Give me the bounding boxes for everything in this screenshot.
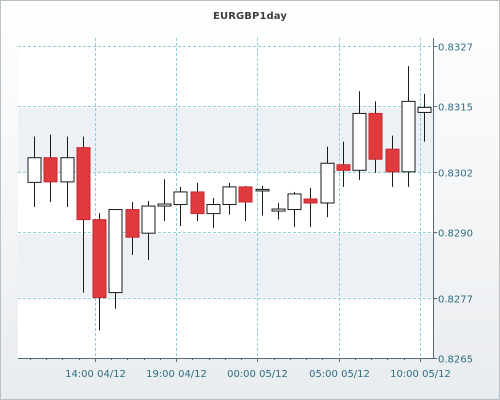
candle-body-bear xyxy=(385,148,400,173)
candle-body-bear xyxy=(92,219,107,299)
candle-body-bull xyxy=(417,106,432,113)
candle-body-bull xyxy=(157,203,172,207)
chart-title: EURGBP1day xyxy=(213,11,287,22)
candle-body-bull xyxy=(141,205,156,234)
candle-body-bear xyxy=(238,186,253,203)
candle-body-bear xyxy=(336,164,351,171)
candle-body-bull xyxy=(222,186,237,206)
x-tick-label: 00:00 05/12 xyxy=(227,369,288,380)
candle-body-bull xyxy=(206,204,221,215)
candle-body-bear xyxy=(303,198,318,204)
candle-body-bull xyxy=(108,209,123,294)
candle-body-bull xyxy=(255,188,270,192)
candle-body-bear xyxy=(43,157,58,183)
y-tick-label: 0.8315 xyxy=(438,103,473,114)
y-tick-label: 0.8265 xyxy=(438,355,473,366)
candle-body-bull xyxy=(287,193,302,211)
candle-body-bear xyxy=(190,191,205,215)
candle-body-bear xyxy=(76,147,91,221)
candle-body-bear xyxy=(368,112,383,160)
y-tick-label: 0.8302 xyxy=(438,169,473,180)
candle-body-bull xyxy=(60,157,75,183)
y-tick-label: 0.8327 xyxy=(438,43,473,54)
x-tick-label: 10:00 05/12 xyxy=(390,369,451,380)
x-tick-label: 05:00 05/12 xyxy=(309,369,370,380)
candle-body-bull xyxy=(271,208,286,212)
y-tick-label: 0.8277 xyxy=(438,295,473,306)
plot-band-lower xyxy=(18,234,433,297)
candle-body-bull xyxy=(27,157,42,183)
candle-body-bear xyxy=(125,209,140,238)
candle-body-bull xyxy=(320,162,335,204)
x-tick-label: 14:00 04/12 xyxy=(65,369,126,380)
candle-body-bull xyxy=(401,100,416,173)
x-tick-label: 19:00 04/12 xyxy=(146,369,207,380)
y-tick-label: 0.8290 xyxy=(438,229,473,240)
candle-body-bull xyxy=(352,112,367,171)
candle-body-bull xyxy=(173,191,188,206)
